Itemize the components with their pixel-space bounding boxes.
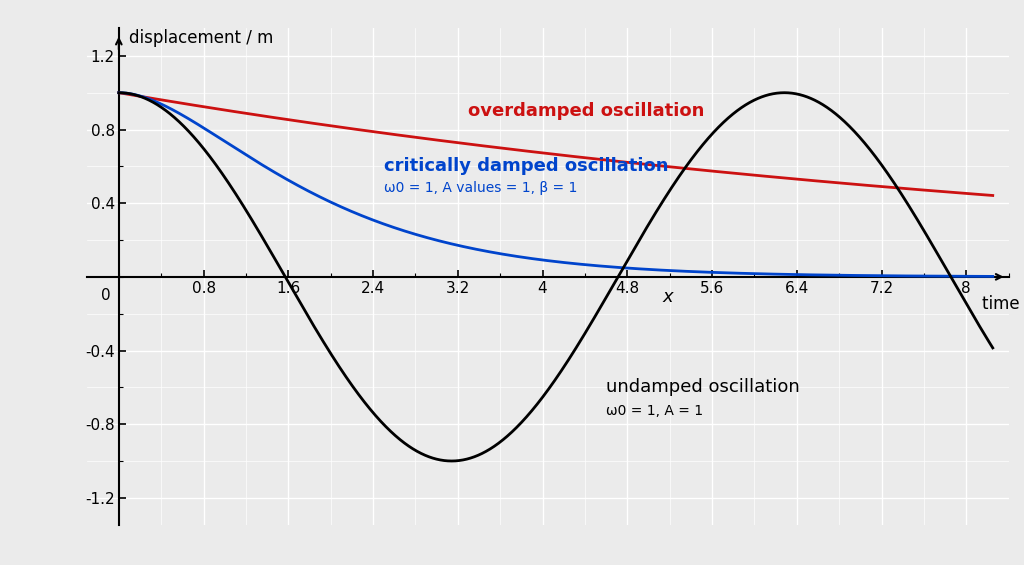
Text: x: x	[663, 288, 673, 306]
Text: displacement / m: displacement / m	[129, 29, 273, 47]
Text: ω0 = 1, A values = 1, β = 1: ω0 = 1, A values = 1, β = 1	[384, 181, 577, 195]
Text: 0: 0	[100, 288, 111, 303]
Text: critically damped oscillation: critically damped oscillation	[384, 158, 668, 175]
Text: overdamped oscillation: overdamped oscillation	[468, 102, 705, 120]
Text: time / s: time / s	[982, 294, 1024, 312]
Text: ω0 = 1, A = 1: ω0 = 1, A = 1	[606, 405, 703, 418]
Text: undamped oscillation: undamped oscillation	[606, 379, 800, 396]
